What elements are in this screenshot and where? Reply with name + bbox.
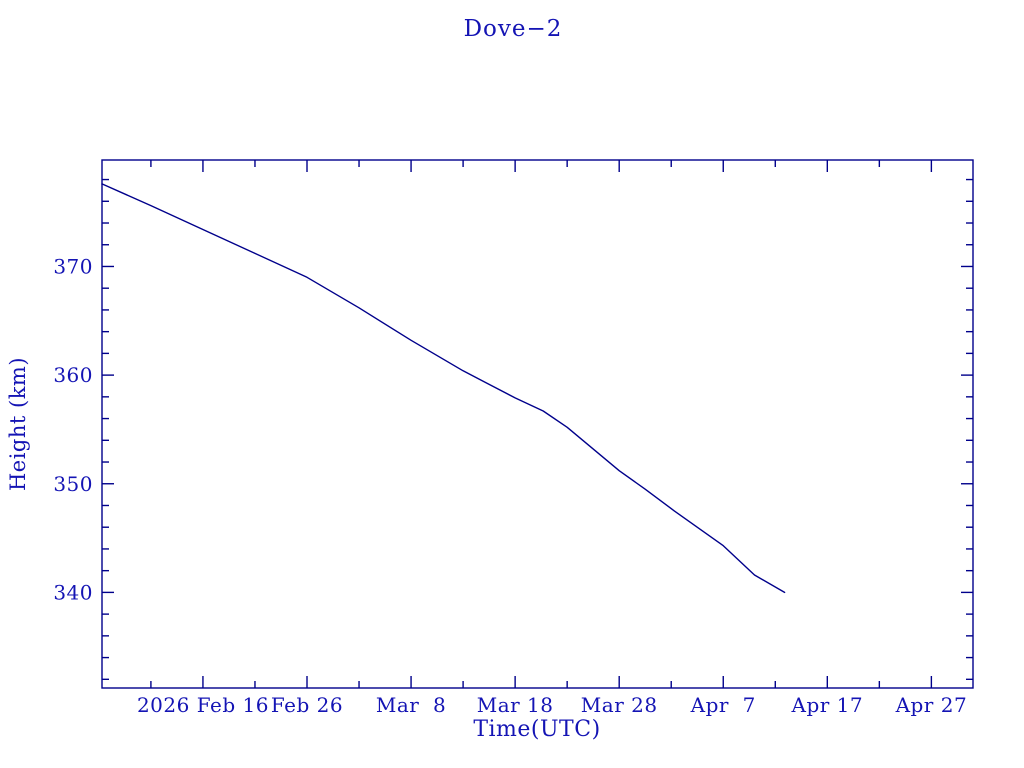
x-tick-label: 2026 Feb 16: [137, 693, 269, 717]
y-tick-label: 340: [53, 580, 93, 604]
plot-frame: [101, 159, 974, 689]
satellite-height-curve: [101, 183, 786, 594]
y-tick-label: 370: [53, 254, 93, 278]
x-tick-label: Mar 28: [581, 693, 658, 717]
chart-title: Dove−2: [463, 16, 563, 42]
y-tick-label: 360: [53, 363, 93, 387]
x-tick-label: Feb 26: [271, 693, 343, 717]
x-axis-label: Time(UTC): [473, 717, 601, 742]
x-tick-label: Mar 18: [477, 693, 554, 717]
y-tick-label: 350: [53, 472, 93, 496]
x-tick-label: Apr 7: [690, 693, 756, 717]
x-tick-label: Apr 17: [791, 693, 864, 717]
x-tick-label: Apr 27: [895, 693, 968, 717]
x-tick-label: Mar 8: [376, 693, 446, 717]
